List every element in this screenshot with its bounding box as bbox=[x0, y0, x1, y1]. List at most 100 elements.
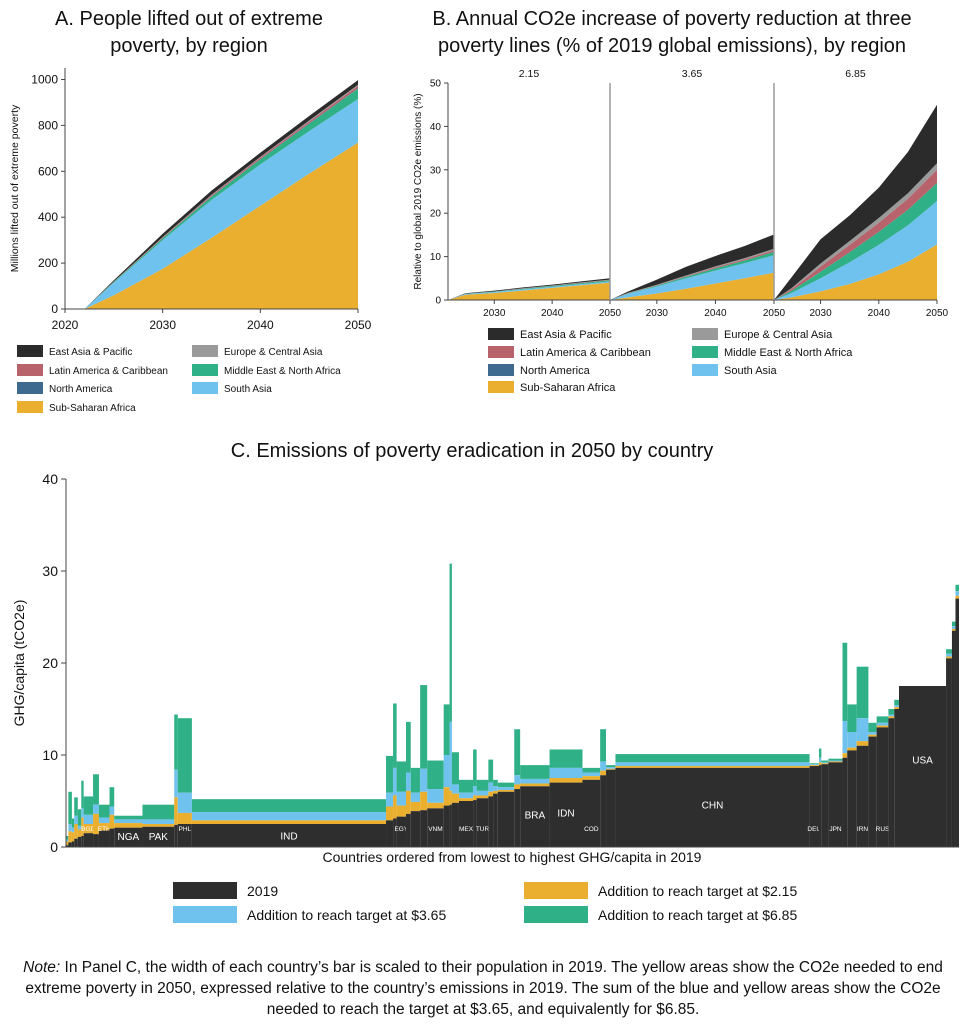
panel-c-legend-swatch bbox=[173, 906, 237, 923]
panel-c-bar-365 bbox=[946, 653, 952, 657]
panel-c-bar-685 bbox=[458, 779, 474, 793]
panel-b-1-area-sub_saharan_africa bbox=[610, 272, 774, 300]
panel-c-country-label: BRA bbox=[525, 811, 546, 822]
panel-c-bar-2019 bbox=[98, 830, 110, 847]
panel-b: B. Annual CO2e increase of poverty reduc… bbox=[413, 8, 949, 394]
panel-c-bar-215 bbox=[98, 823, 110, 831]
panel-c-bar-2019 bbox=[443, 805, 450, 847]
panel-c-bar-2019 bbox=[856, 745, 869, 847]
panel-c-legend-swatch bbox=[173, 882, 237, 899]
panel-b-legend-swatch bbox=[488, 364, 514, 376]
panel-c-bar-685 bbox=[488, 759, 494, 783]
panel-c-legend-label: Addition to reach target at $3.65 bbox=[247, 907, 446, 923]
panel-b-legend-label: Middle East & North Africa bbox=[724, 347, 853, 359]
panel-c-legend-label: Addition to reach target at $6.85 bbox=[598, 907, 797, 923]
panel-c-bar-365 bbox=[473, 786, 477, 796]
panel-c-bar-685 bbox=[809, 763, 819, 765]
panel-c-bar-215 bbox=[68, 831, 72, 843]
panel-a-x-tick-label: 2050 bbox=[345, 318, 372, 332]
panel-a-x-tick-label: 2030 bbox=[149, 318, 176, 332]
panel-c-bar-685 bbox=[582, 767, 601, 773]
panel-c-bar-685 bbox=[191, 799, 387, 813]
panel-b-2-area-south_asia bbox=[774, 201, 937, 300]
panel-c-bar-365 bbox=[951, 626, 956, 629]
panel-c-bar-215 bbox=[410, 801, 421, 812]
panel-b-legend-swatch bbox=[488, 328, 514, 340]
panel-c-bar-685 bbox=[109, 787, 115, 807]
panel-c-country-label: DEU bbox=[807, 826, 821, 833]
panel-c-bar-2019 bbox=[842, 757, 848, 847]
panel-a-legend-swatch bbox=[17, 401, 43, 413]
panel-a-legend-swatch bbox=[192, 382, 218, 394]
panel-c-title: C. Emissions of poverty eradication in 2… bbox=[231, 440, 713, 462]
panel-c-bar-365 bbox=[427, 789, 444, 803]
panel-b-legend-swatch bbox=[692, 364, 718, 376]
panel-c-bar-2019 bbox=[868, 736, 877, 847]
panel-c-bar-365 bbox=[451, 784, 459, 794]
panel-c-bar-215 bbox=[174, 797, 178, 825]
panel-c-bar-685 bbox=[114, 815, 143, 820]
panel-c-bar-215 bbox=[493, 790, 498, 794]
panel-b-2-area-sub_saharan_africa bbox=[774, 244, 937, 300]
panel-b-y-label: Relative to global 2019 CO2e emissions (… bbox=[413, 93, 424, 289]
panel-c-bar-365 bbox=[488, 782, 494, 792]
panel-b-x-tick-label: 2040 bbox=[868, 308, 891, 319]
panel-a-y-tick-label: 1000 bbox=[31, 72, 58, 86]
panel-c-bar-2019 bbox=[177, 824, 192, 847]
panel-c-bar-215 bbox=[828, 761, 843, 763]
panel-c-y-label: GHG/capita (tCO2e) bbox=[11, 600, 27, 727]
panel-c-bar-685 bbox=[77, 809, 82, 826]
panel-c-bar-2019 bbox=[582, 779, 601, 847]
panel-c-bar-685 bbox=[876, 716, 889, 723]
panel-b-x-tick-label: 2030 bbox=[646, 308, 669, 319]
panel-c-bar-2019 bbox=[406, 813, 411, 847]
panel-c-bar-2019 bbox=[66, 845, 69, 847]
panel-c-bar-215 bbox=[818, 762, 822, 766]
panel-b-1-area-middle_east_north_africa bbox=[610, 251, 774, 300]
panel-c-bar-215 bbox=[549, 778, 583, 783]
panel-c-bar-2019 bbox=[458, 801, 474, 847]
panel-a-x-tick-label: 2040 bbox=[247, 318, 274, 332]
panel-c-bar-685 bbox=[93, 774, 99, 805]
panel-c-bar-2019 bbox=[420, 810, 428, 847]
panel-c-bar-2019 bbox=[473, 800, 477, 847]
panel-c-bar-685 bbox=[615, 754, 810, 763]
panel-c-country-label: IRN bbox=[857, 826, 869, 833]
panel-c-bar-2019 bbox=[77, 836, 82, 847]
panel-c-bar-365 bbox=[828, 760, 843, 762]
panel-c-bar-365 bbox=[549, 767, 583, 778]
panel-c-bar-215 bbox=[177, 812, 192, 824]
panel-c-bar-685 bbox=[443, 704, 450, 755]
panel-b-legend-label: South Asia bbox=[724, 365, 777, 377]
figure-note: Note: In Panel C, the width of each coun… bbox=[8, 957, 958, 1020]
panel-c-bar-215 bbox=[847, 747, 857, 751]
panel-c-bar-365 bbox=[600, 761, 607, 771]
panel-c-bar-685 bbox=[427, 760, 444, 790]
panel-c-bar-685 bbox=[549, 749, 583, 768]
panel-c-country-label: USA bbox=[912, 755, 933, 766]
panel-c-bar-215 bbox=[191, 820, 387, 824]
panel-a-y-tick-label: 200 bbox=[38, 256, 58, 270]
panel-c-bar-2019 bbox=[68, 842, 72, 847]
panel-c-bar-2019 bbox=[71, 841, 75, 847]
panel-c-bar-365 bbox=[847, 732, 857, 748]
panel-c-bar-2019 bbox=[74, 838, 78, 847]
panel-c-bar-2019 bbox=[898, 686, 947, 847]
panel-b-1-area-europe_central_asia bbox=[610, 248, 774, 300]
panel-b-facet-label: 2.15 bbox=[519, 68, 540, 80]
panel-b-2-area-east_asia_pacific bbox=[774, 104, 937, 300]
panel-c-bar-365 bbox=[406, 772, 411, 791]
panel-c-bar-215 bbox=[842, 753, 848, 758]
panel-c-bar-365 bbox=[818, 757, 822, 763]
panel-c-y-tick-label: 30 bbox=[42, 563, 58, 579]
panel-c-bar-215 bbox=[406, 790, 411, 814]
panel-c-bar-685 bbox=[420, 685, 428, 769]
panel-c-bar-215 bbox=[955, 595, 959, 599]
panel-c-bar-215 bbox=[83, 824, 94, 834]
panel-a-area-middle_east_north_africa bbox=[84, 88, 358, 309]
panel-c-country-label: ETH bbox=[98, 826, 111, 833]
panel-c-bar-2019 bbox=[894, 709, 899, 847]
panel-c-bar-685 bbox=[98, 804, 110, 818]
panel-c-bar-215 bbox=[451, 793, 459, 803]
panel-a-legend-label: Latin America & Caribbean bbox=[49, 366, 168, 377]
